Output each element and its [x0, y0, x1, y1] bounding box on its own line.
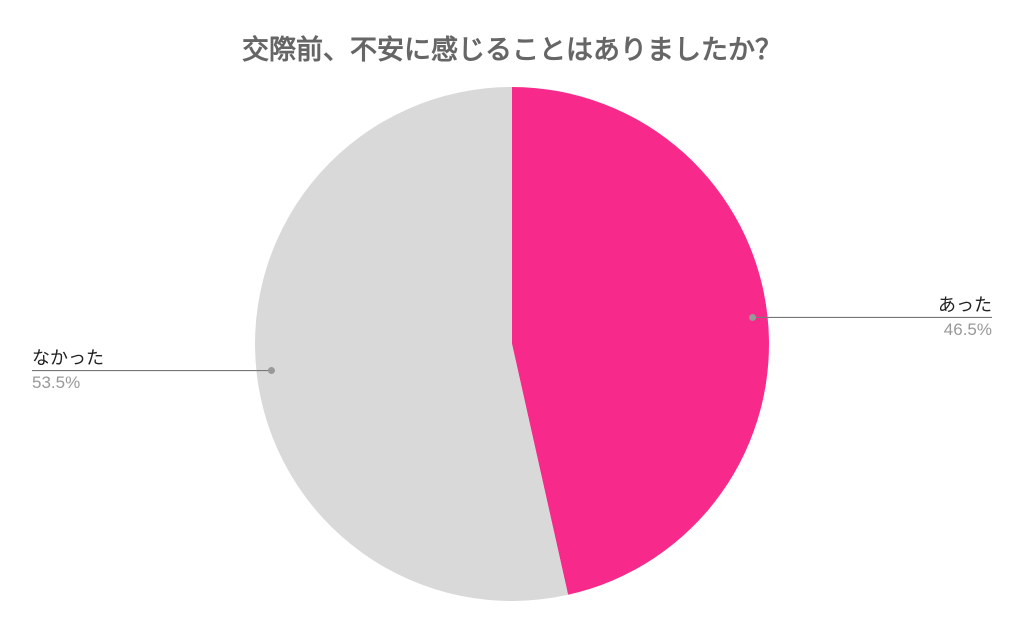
pie-slice-0: [512, 87, 769, 595]
pie-slice-1: [254, 87, 569, 602]
label-atta: あった: [938, 295, 992, 316]
label-nakatta: なかった: [32, 348, 104, 369]
chart-title: 交際前、不安に感じることはありましたか？: [242, 35, 782, 66]
value-nakatta: 53.5%: [32, 373, 81, 392]
leader-dot-0: [749, 313, 757, 321]
value-atta: 46.5%: [943, 320, 992, 339]
leader-dot-1: [267, 367, 275, 375]
